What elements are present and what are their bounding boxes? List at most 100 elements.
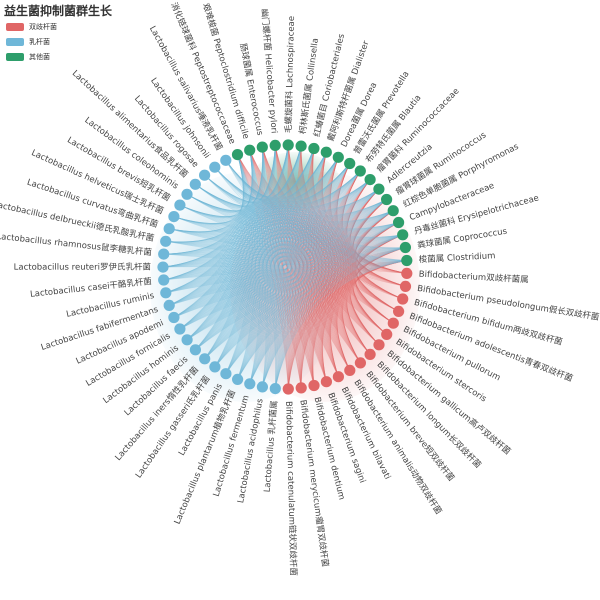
link bbox=[312, 148, 403, 300]
link bbox=[355, 260, 407, 324]
node[interactable] bbox=[401, 254, 413, 267]
link bbox=[214, 145, 276, 368]
node[interactable] bbox=[295, 382, 307, 394]
node[interactable] bbox=[393, 305, 405, 317]
link bbox=[300, 179, 371, 388]
node[interactable] bbox=[160, 235, 172, 247]
node[interactable] bbox=[199, 169, 211, 181]
link bbox=[169, 179, 371, 306]
link bbox=[249, 157, 339, 384]
link bbox=[237, 154, 302, 388]
node[interactable] bbox=[399, 280, 412, 292]
link bbox=[163, 253, 407, 262]
node[interactable] bbox=[232, 373, 244, 385]
link bbox=[179, 147, 264, 330]
link bbox=[275, 260, 407, 389]
node[interactable] bbox=[344, 157, 356, 170]
node[interactable] bbox=[332, 371, 344, 383]
link bbox=[274, 145, 371, 355]
link bbox=[165, 234, 403, 294]
node[interactable] bbox=[158, 274, 170, 286]
link bbox=[173, 148, 315, 224]
node[interactable] bbox=[157, 261, 169, 273]
node[interactable] bbox=[168, 211, 180, 223]
node[interactable] bbox=[269, 139, 281, 151]
node[interactable] bbox=[231, 149, 244, 161]
link bbox=[237, 157, 339, 380]
node[interactable] bbox=[332, 151, 344, 163]
node[interactable] bbox=[158, 248, 170, 260]
link bbox=[169, 247, 406, 306]
node[interactable] bbox=[381, 328, 393, 340]
node[interactable] bbox=[181, 188, 193, 200]
link bbox=[179, 179, 371, 223]
link bbox=[186, 170, 361, 341]
node[interactable] bbox=[256, 381, 268, 393]
node[interactable] bbox=[163, 223, 175, 235]
node[interactable] bbox=[189, 178, 201, 190]
node[interactable] bbox=[209, 161, 221, 173]
link bbox=[186, 194, 407, 261]
link bbox=[300, 146, 371, 355]
node[interactable] bbox=[181, 334, 193, 346]
link bbox=[162, 148, 315, 268]
node[interactable] bbox=[401, 267, 413, 279]
node[interactable] bbox=[168, 311, 180, 324]
link bbox=[288, 199, 387, 390]
node[interactable] bbox=[364, 348, 376, 360]
node[interactable] bbox=[397, 229, 409, 241]
link bbox=[300, 146, 394, 324]
node[interactable] bbox=[393, 216, 405, 229]
node[interactable] bbox=[344, 364, 356, 376]
link bbox=[179, 148, 315, 218]
node[interactable] bbox=[397, 293, 409, 305]
link bbox=[165, 170, 361, 294]
link bbox=[312, 148, 394, 324]
node[interactable] bbox=[174, 199, 186, 211]
link bbox=[225, 145, 276, 197]
node[interactable] bbox=[354, 165, 366, 177]
link bbox=[195, 184, 380, 218]
node[interactable] bbox=[308, 379, 320, 392]
link bbox=[204, 163, 350, 359]
node[interactable] bbox=[373, 183, 385, 195]
node[interactable] bbox=[244, 144, 256, 156]
node[interactable] bbox=[354, 357, 366, 369]
link bbox=[320, 199, 387, 382]
node[interactable] bbox=[364, 174, 376, 186]
link bbox=[225, 146, 302, 374]
link bbox=[225, 210, 394, 374]
legend-item[interactable]: 双歧杆菌 bbox=[6, 19, 57, 34]
node[interactable] bbox=[387, 317, 399, 329]
node[interactable] bbox=[220, 368, 232, 380]
node[interactable] bbox=[320, 376, 332, 388]
legend-item[interactable]: 其他菌 bbox=[6, 49, 57, 64]
link bbox=[274, 145, 380, 346]
link bbox=[165, 210, 394, 246]
node[interactable] bbox=[220, 154, 232, 166]
node[interactable] bbox=[160, 287, 172, 299]
node[interactable] bbox=[282, 139, 294, 151]
node[interactable] bbox=[282, 383, 294, 395]
node[interactable] bbox=[320, 146, 332, 158]
link bbox=[297, 148, 315, 388]
node[interactable] bbox=[373, 339, 385, 351]
node[interactable] bbox=[256, 141, 268, 153]
node[interactable] bbox=[295, 140, 307, 152]
node[interactable] bbox=[163, 299, 175, 311]
node[interactable] bbox=[387, 205, 399, 217]
node[interactable] bbox=[381, 193, 393, 206]
node[interactable] bbox=[308, 142, 320, 155]
link bbox=[274, 145, 407, 274]
node[interactable] bbox=[199, 353, 211, 365]
link bbox=[195, 260, 407, 351]
link bbox=[336, 260, 407, 371]
legend-item[interactable]: 乳杆菌 bbox=[6, 34, 57, 49]
node[interactable] bbox=[399, 241, 411, 254]
node[interactable] bbox=[269, 383, 281, 395]
link bbox=[274, 145, 289, 390]
node[interactable] bbox=[174, 323, 186, 335]
node[interactable] bbox=[244, 378, 256, 390]
node[interactable] bbox=[189, 344, 201, 356]
node[interactable] bbox=[209, 361, 221, 373]
